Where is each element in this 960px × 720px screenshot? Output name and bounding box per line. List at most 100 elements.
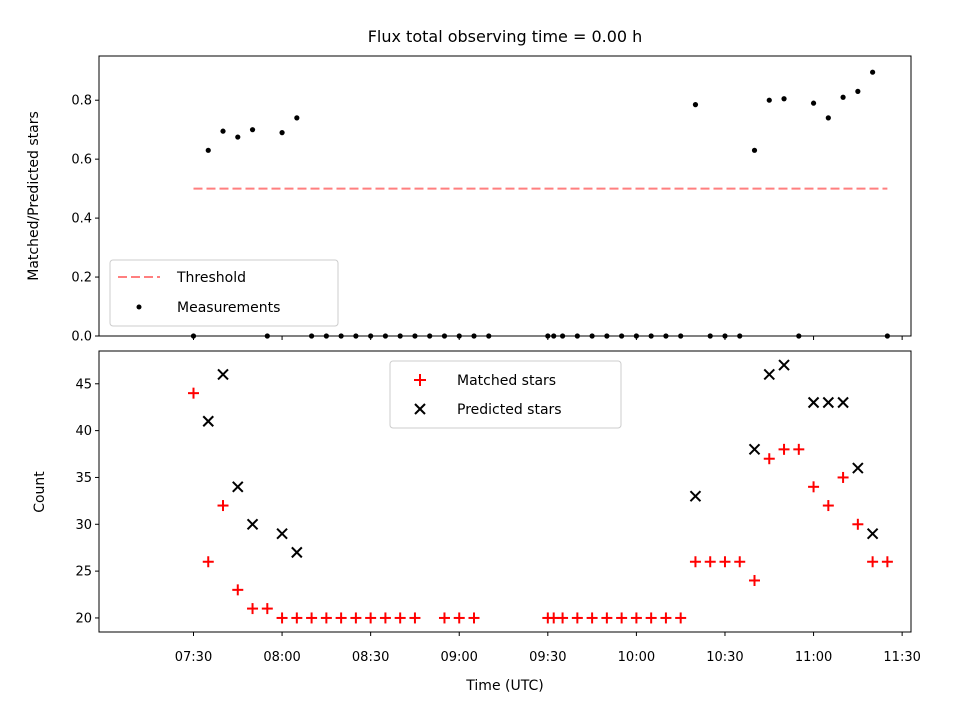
ratio-plot-frame	[98, 55, 912, 337]
ratio-subplot: Flux total observing time = 0.00 h Match…	[26, 27, 912, 345]
count-x-tick-label: 10:30	[706, 650, 743, 665]
count-y-tick-label: 20	[75, 611, 92, 626]
matched-star-point	[719, 556, 731, 568]
matched-star-point	[822, 500, 834, 512]
matched-star-point	[734, 556, 746, 568]
predicted-star-point	[822, 396, 835, 409]
matched-star-point	[468, 612, 480, 624]
measurements-legend-label: Measurements	[177, 300, 280, 316]
matched-star-point	[291, 612, 303, 624]
measurement-point	[810, 100, 817, 106]
matched-star-point	[837, 471, 849, 483]
predicted-star-point	[291, 546, 303, 559]
count-axis-ticks: 20 25 30 35 40 45 07:30 08:00 08:30 09:00 09:30 10:…	[75, 377, 920, 665]
count-x-tick-label: 10:00	[618, 650, 655, 665]
matched-star-point	[438, 612, 450, 624]
matched-star-point	[306, 612, 318, 624]
count-legend-box	[389, 360, 622, 429]
matched-star-point	[778, 443, 790, 455]
count-x-tick-label: 11:00	[795, 650, 832, 665]
count-plot-frame	[98, 350, 912, 633]
matched-legend-swatch	[414, 374, 426, 386]
matched-star-point	[645, 612, 657, 624]
predicted-star-point	[778, 359, 790, 371]
predicted-legend-label: Predicted stars	[457, 402, 562, 418]
predicted-star-point	[217, 368, 229, 381]
count-y-tick-label: 40	[75, 424, 92, 439]
matched-star-point	[394, 612, 406, 624]
predicted-star-point	[837, 396, 849, 409]
chart-title: Flux total observing time = 0.00 h	[368, 27, 643, 46]
matched-star-point	[571, 612, 583, 624]
measurement-point	[870, 69, 876, 75]
matched-star-point	[379, 612, 391, 624]
matched-star-point	[616, 612, 628, 624]
measurement-point	[220, 128, 226, 134]
matched-star-point	[749, 574, 761, 586]
matched-star-point	[689, 556, 701, 568]
matched-star-point	[660, 612, 672, 624]
measurement-point	[825, 115, 831, 121]
matched-star-point	[202, 556, 214, 568]
count-x-tick-label: 11:30	[883, 650, 920, 665]
ratio-y-axis-label: Matched/Predicted stars	[26, 111, 42, 281]
matched-star-point	[261, 603, 273, 615]
measurement-point	[249, 127, 256, 133]
matched-star-point	[793, 443, 805, 455]
measurement-point	[235, 134, 241, 140]
count-x-tick-label: 09:30	[529, 650, 566, 665]
count-y-axis-label: Count	[32, 471, 48, 513]
count-marks	[187, 359, 893, 624]
measurement-point	[781, 96, 787, 102]
count-x-tick-label: 08:00	[263, 650, 300, 665]
ratio-y-tick-label: 0.8	[71, 94, 92, 109]
predicted-star-point	[866, 527, 879, 540]
matched-star-point	[217, 500, 229, 512]
count-y-tick-label: 30	[75, 518, 92, 533]
matched-legend-label: Matched stars	[457, 373, 556, 389]
measurement-point	[751, 147, 758, 153]
matched-star-point	[409, 612, 421, 624]
matched-star-point	[247, 603, 259, 615]
predicted-star-point	[689, 490, 702, 502]
predicted-star-point	[748, 443, 761, 456]
count-y-tick-label: 35	[75, 471, 92, 486]
ratio-legend-box	[109, 259, 339, 327]
predicted-star-point	[232, 481, 244, 493]
ratio-y-tick-label: 0.6	[71, 153, 92, 168]
matched-star-point	[453, 612, 465, 624]
ratio-y-tick-label: 0.4	[71, 212, 92, 227]
ratio-axis-ticks: 0.0 0.2 0.4 0.6 0.8	[71, 94, 903, 345]
count-x-tick-label: 08:30	[352, 650, 389, 665]
measurement-point	[766, 97, 772, 103]
matched-star-point	[187, 387, 199, 399]
predicted-star-point	[763, 368, 775, 381]
count-legend: Matched stars Predicted stars	[389, 360, 622, 429]
matched-star-point	[867, 556, 879, 568]
measurement-point	[205, 147, 211, 153]
ratio-y-tick-label: 0.0	[71, 330, 92, 345]
matched-star-point	[704, 556, 716, 568]
matched-star-point	[852, 518, 864, 530]
predicted-legend-swatch	[414, 403, 426, 415]
threshold-legend-label: Threshold	[176, 270, 246, 286]
measurement-point	[279, 130, 285, 136]
predicted-star-point	[246, 518, 259, 530]
measurement-point	[855, 88, 861, 94]
count-x-tick-label: 07:30	[175, 650, 212, 665]
matched-star-point	[808, 481, 820, 493]
matched-star-point	[557, 612, 569, 624]
matched-star-point	[763, 453, 775, 465]
predicted-star-point	[276, 527, 288, 540]
count-y-tick-label: 45	[75, 377, 92, 392]
count-x-tick-label: 09:00	[440, 650, 477, 665]
predicted-star-point	[807, 396, 820, 409]
matched-star-point	[276, 612, 288, 624]
ratio-y-tick-label: 0.2	[71, 271, 92, 286]
count-subplot: Count Time (UTC) 20 25 30 35 40 45 07:30 08:00 0…	[32, 350, 921, 694]
matched-star-point	[335, 612, 347, 624]
measurement-point	[294, 115, 300, 121]
matched-star-point	[365, 612, 377, 624]
